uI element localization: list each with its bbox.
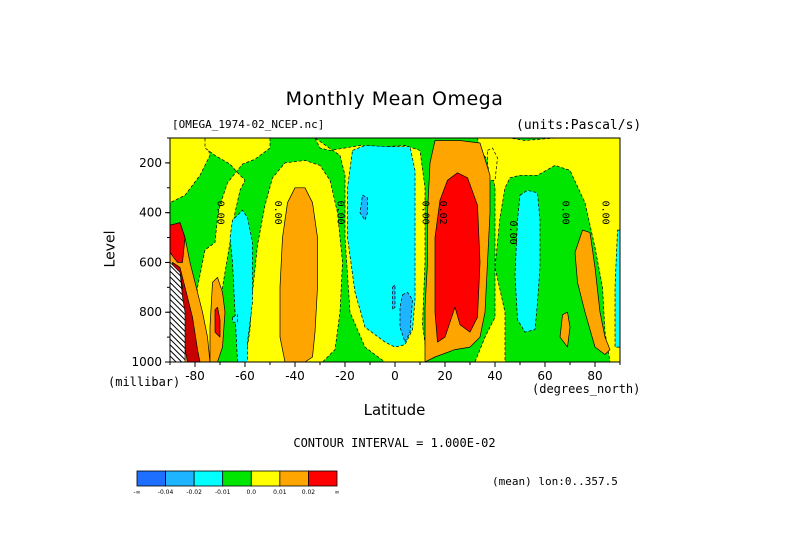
units-label: (units:Pascal/s) xyxy=(516,118,642,133)
x-axis: -80 -60 -40 -20 0 20 40 60 80 xyxy=(169,362,621,383)
contour-region xyxy=(392,284,396,311)
contour-region xyxy=(559,311,571,348)
x-tick-label: -40 xyxy=(285,369,305,383)
colorbar-label: -0.04 xyxy=(158,489,174,496)
colorbar-label: 0.0 xyxy=(247,489,257,496)
y-tick-label: 800 xyxy=(139,305,162,319)
contour-label: 0.00 xyxy=(272,201,283,225)
contour-interval: CONTOUR INTERVAL = 1.000E-02 xyxy=(293,436,496,450)
plot-area: 0.00 0.00 0.00 0.00 0.02 0.00 0.00 0.00 xyxy=(170,138,620,362)
y-tick-label: 1000 xyxy=(131,355,162,369)
colorbar-swatch xyxy=(250,470,281,487)
y-tick-label: 600 xyxy=(139,255,162,269)
colorbar-swatch xyxy=(165,470,195,487)
missing-data-region xyxy=(170,261,186,362)
colorbar-label: 0.01 xyxy=(273,489,287,496)
chart-title: Monthly Mean Omega xyxy=(285,88,504,110)
contour-region xyxy=(359,194,368,221)
contour-region xyxy=(232,314,238,323)
contour-region xyxy=(487,147,498,181)
colorbar-label: 0.02 xyxy=(302,489,316,496)
y-axis-unit: (millibar) xyxy=(108,375,181,389)
y-axis-label: Level xyxy=(102,230,119,268)
colorbar-swatch xyxy=(193,470,224,487)
y-axis: 200 400 600 800 1000 xyxy=(131,137,170,369)
x-axis-unit: (degrees_north) xyxy=(532,382,641,396)
mean-longitude: (mean) lon:0..357.5 xyxy=(492,475,618,488)
x-tick-label: -60 xyxy=(235,369,255,383)
contour-labels: 0.00 0.00 0.00 0.00 0.02 0.00 0.00 0.00 xyxy=(215,201,611,245)
colorbar: -∞ -0.04 -0.02 -0.01 0.0 0.01 0.02 ∞ xyxy=(133,470,340,496)
contour-label: 0.00 xyxy=(600,201,611,225)
contour-region xyxy=(514,189,541,333)
colorbar-swatch xyxy=(279,470,309,487)
colorbar-label: -0.01 xyxy=(215,489,231,496)
contour-region xyxy=(279,187,318,362)
contour-region xyxy=(214,306,221,338)
contour-label: 0.00 xyxy=(215,201,226,225)
contour-label: 0.00 xyxy=(420,201,431,225)
x-tick-label: -80 xyxy=(185,369,205,383)
colorbar-label: -∞ xyxy=(133,489,140,496)
contour-region xyxy=(170,222,186,263)
x-tick-label: 80 xyxy=(587,369,602,383)
contour-region xyxy=(399,291,413,343)
contour-label: 0.02 xyxy=(437,201,448,225)
colorbar-swatch xyxy=(308,470,338,487)
y-tick-label: 400 xyxy=(139,206,162,220)
contour-label: 0.00 xyxy=(560,201,571,225)
contour-label: 0.00 xyxy=(335,201,346,225)
file-name: [OMEGA_1974-02_NCEP.nc] xyxy=(172,118,325,131)
x-tick-label: 0 xyxy=(391,369,399,383)
contour-fill-regions xyxy=(170,138,620,362)
contour-region xyxy=(229,209,253,362)
colorbar-swatch xyxy=(222,470,252,487)
colorbar-label: ∞ xyxy=(335,489,340,496)
y-tick-label: 200 xyxy=(139,156,162,170)
contour-label: 0.00 xyxy=(507,221,518,245)
x-tick-label: 40 xyxy=(487,369,502,383)
contour-region xyxy=(434,172,481,343)
x-axis-label: Latitude xyxy=(363,401,426,419)
x-tick-label: -20 xyxy=(335,369,355,383)
contour-region xyxy=(574,229,611,355)
colorbar-label: -0.02 xyxy=(186,489,202,496)
x-tick-label: 60 xyxy=(537,369,552,383)
x-tick-label: 20 xyxy=(437,369,452,383)
colorbar-swatch xyxy=(136,470,166,487)
contour-region xyxy=(474,138,620,362)
